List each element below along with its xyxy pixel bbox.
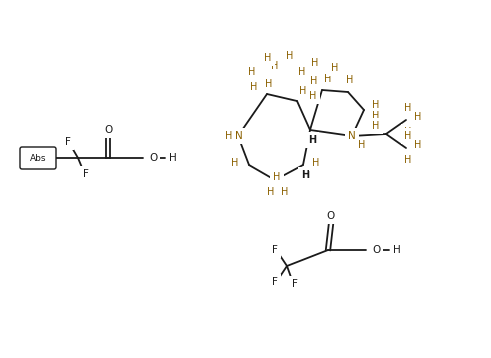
Text: O: O (104, 125, 112, 135)
Text: H: H (301, 170, 309, 180)
FancyBboxPatch shape (20, 147, 56, 169)
Text: N: N (348, 131, 356, 141)
Text: N: N (235, 131, 243, 141)
Text: H: H (250, 82, 258, 92)
Text: H: H (404, 131, 411, 141)
Text: F: F (272, 245, 278, 255)
Text: H: H (300, 86, 307, 96)
Text: H: H (372, 100, 380, 110)
Text: H: H (225, 131, 233, 141)
Text: H: H (325, 74, 332, 84)
Text: H: H (286, 51, 294, 61)
Text: H: H (299, 67, 306, 77)
Text: F: F (83, 169, 89, 179)
Text: H: H (281, 187, 289, 197)
Text: H: H (393, 245, 401, 255)
Text: H: H (169, 153, 177, 163)
Text: H: H (267, 187, 274, 197)
Text: H: H (404, 127, 411, 137)
Text: H: H (311, 58, 319, 68)
Text: H: H (358, 140, 366, 150)
Text: O: O (149, 153, 157, 163)
Text: H: H (404, 155, 411, 165)
Text: H: H (331, 63, 339, 73)
Text: O: O (327, 211, 335, 221)
Text: H: H (308, 135, 316, 145)
Text: H: H (414, 140, 422, 150)
Text: H: H (272, 61, 279, 71)
Text: H: H (372, 121, 380, 131)
Text: H: H (273, 172, 281, 182)
Text: H: H (264, 53, 272, 63)
Text: H: H (312, 158, 320, 168)
Text: Abs: Abs (30, 154, 46, 163)
Text: H: H (248, 67, 256, 77)
Text: H: H (372, 111, 380, 121)
Text: H: H (309, 91, 317, 101)
Text: O: O (372, 245, 380, 255)
Text: H: H (231, 158, 239, 168)
Text: H: H (414, 112, 422, 122)
Text: H: H (265, 79, 273, 89)
Text: F: F (65, 137, 71, 147)
Text: H: H (310, 76, 318, 86)
Text: H: H (404, 103, 411, 113)
Text: H: H (346, 75, 354, 85)
Text: F: F (272, 277, 278, 287)
Text: F: F (292, 279, 298, 289)
